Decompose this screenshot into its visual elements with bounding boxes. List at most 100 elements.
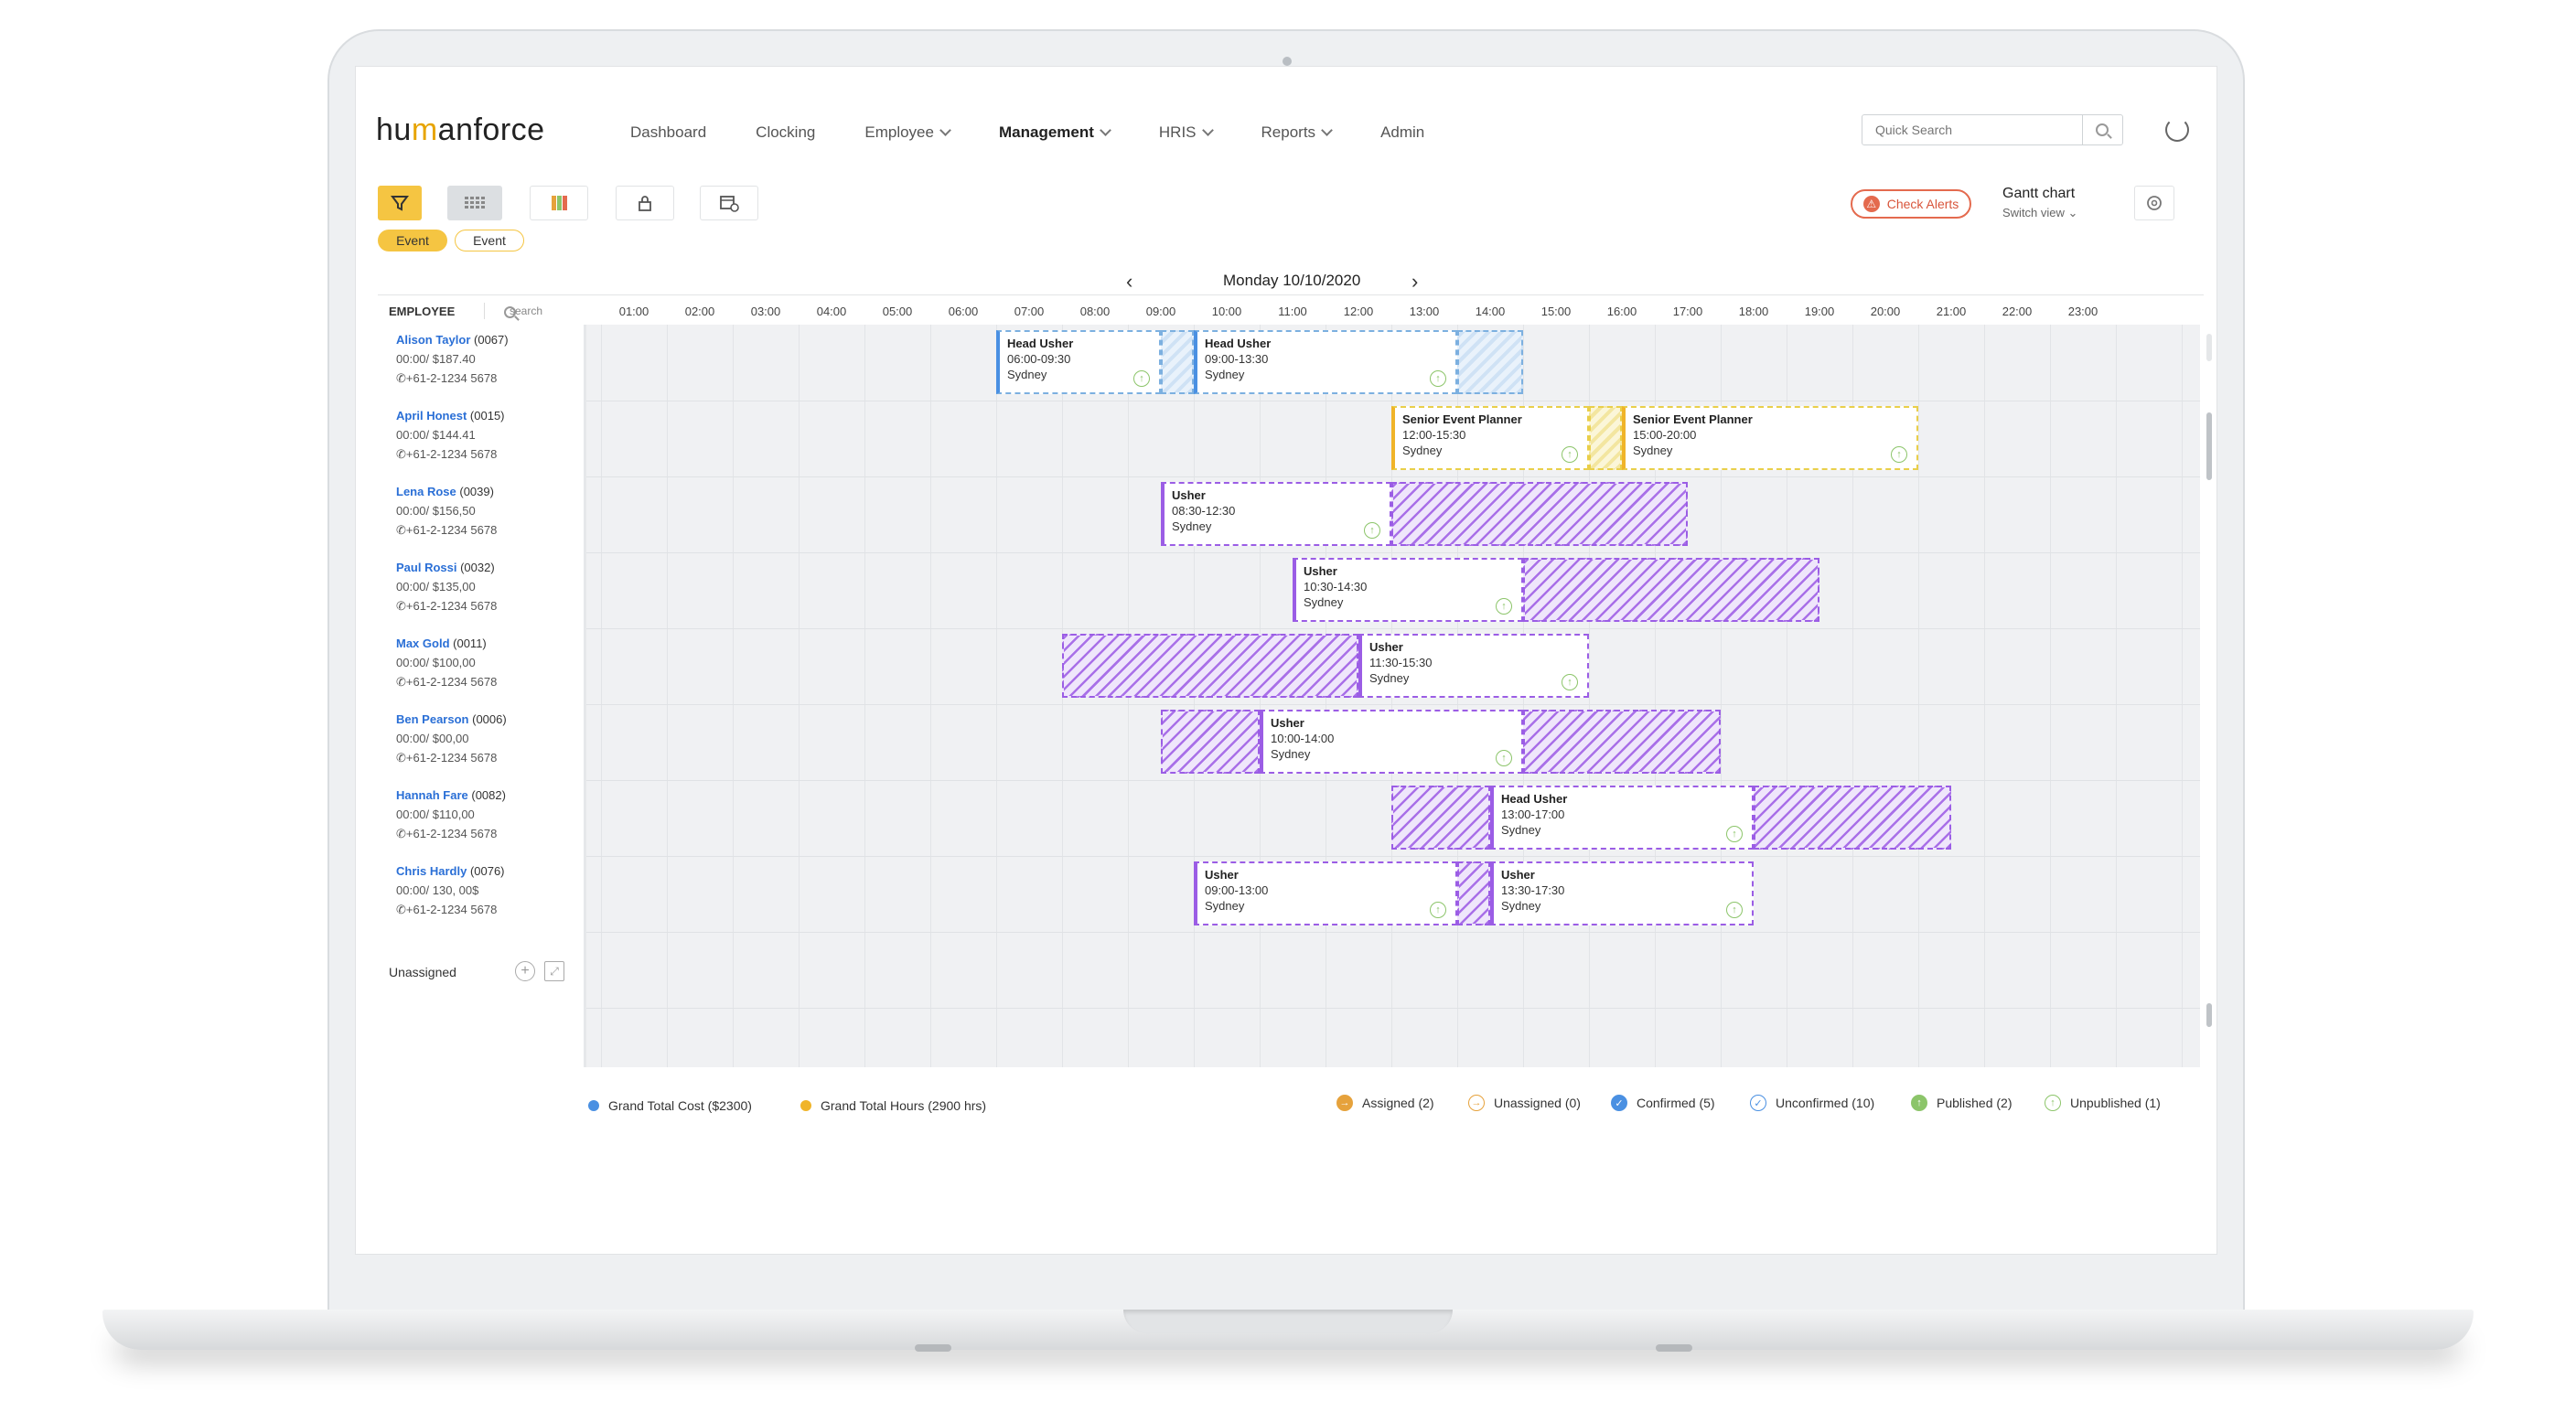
employee-name-link[interactable]: Chris Hardly (0076)	[396, 864, 505, 878]
shift-card[interactable]: Usher 10:30-14:30 Sydney ↑	[1293, 558, 1523, 622]
publish-icon[interactable]: ↑	[1364, 522, 1380, 539]
scrollbar-thumb[interactable]	[2206, 412, 2212, 480]
unconfirmed-time-block[interactable]	[1457, 861, 1490, 925]
shift-card[interactable]: Head Usher 09:00-13:30 Sydney ↑	[1194, 330, 1457, 394]
event-filter-chip[interactable]: Event	[455, 230, 524, 251]
unconfirmed-time-block[interactable]	[1589, 406, 1622, 470]
shift-title: Usher	[1172, 488, 1206, 502]
employee-column-header: EMPLOYEE	[389, 304, 456, 318]
date-navigator	[378, 261, 2204, 295]
lock-button[interactable]	[616, 186, 674, 220]
shift-title: Usher	[1501, 868, 1535, 882]
search-icon[interactable]	[504, 306, 516, 318]
expand-icon[interactable]: ⤢	[544, 961, 564, 981]
nav-clocking[interactable]: Clocking	[756, 123, 816, 141]
employee-name-link[interactable]: April Honest (0015)	[396, 409, 505, 423]
employee-row[interactable]: Ben Pearson (0006) 00:00/ $00,00 ✆+61-2-12…	[396, 710, 570, 767]
hour-label: 07:00	[1014, 305, 1045, 318]
shift-card[interactable]: Head Usher 13:00-17:00 Sydney ↑	[1490, 786, 1754, 850]
shift-card[interactable]: Senior Event Planner 15:00-20:00 Sydney ↑	[1622, 406, 1918, 470]
chevron-down-icon	[1201, 124, 1214, 136]
employee-row[interactable]: Hannah Fare (0082) 00:00/ $110,00 ✆+61-2-1…	[396, 786, 570, 843]
scrollbar-thumb[interactable]	[2206, 1003, 2212, 1027]
unconfirmed-time-block[interactable]	[1161, 710, 1260, 774]
shift-location: Sydney	[1633, 444, 1673, 457]
publish-icon[interactable]: ↑	[1133, 370, 1150, 387]
hour-label: 18:00	[1738, 305, 1769, 318]
settings-button[interactable]	[2134, 186, 2174, 220]
shift-card[interactable]: Usher 08:30-12:30 Sydney ↑	[1161, 482, 1391, 546]
shift-card[interactable]: Usher 13:30-17:30 Sydney ↑	[1490, 861, 1754, 925]
current-date: Monday 10/10/2020	[1223, 272, 1361, 289]
laptop-foot	[915, 1344, 951, 1352]
filter-button[interactable]	[378, 186, 422, 220]
employee-row[interactable]: Lena Rose (0039) 00:00/ $156,50 ✆+61-2-123…	[396, 482, 570, 540]
employee-search-input[interactable]: search	[510, 305, 543, 317]
publish-icon[interactable]: ↑	[1562, 674, 1578, 690]
employee-name-link[interactable]: Alison Taylor (0067)	[396, 333, 509, 347]
publish-icon[interactable]: ↑	[1496, 750, 1512, 766]
legend-grand-total-hours: Grand Total Hours (2900 hrs)	[800, 1098, 986, 1113]
shift-card[interactable]: Usher 10:00-14:00 Sydney ↑	[1260, 710, 1523, 774]
employee-phone: ✆+61-2-1234 5678	[396, 827, 498, 840]
publish-icon[interactable]: ↑	[1562, 446, 1578, 463]
unconfirmed-time-block[interactable]	[1161, 330, 1194, 394]
quick-search-input[interactable]	[1862, 123, 2082, 137]
shift-card[interactable]: Usher 09:00-13:00 Sydney ↑	[1194, 861, 1457, 925]
publish-icon[interactable]: ↑	[1726, 826, 1743, 842]
unconfirmed-time-block[interactable]	[1391, 482, 1688, 546]
employee-name-link[interactable]: Paul Rossi (0032)	[396, 561, 495, 574]
employee-name-link[interactable]: Max Gold (0011)	[396, 636, 487, 650]
employee-name-link[interactable]: Lena Rose (0039)	[396, 485, 494, 498]
grid-view-button[interactable]	[447, 186, 502, 220]
alert-icon: ⚠	[1862, 196, 1880, 212]
nav-management[interactable]: Management	[999, 123, 1111, 142]
publish-icon[interactable]: ↑	[1430, 370, 1446, 387]
search-icon[interactable]	[2096, 123, 2109, 136]
hour-axis: 01:00 02:00 03:00 04:00 05:00 06:00 07:00 08:00…	[586, 297, 2200, 325]
unconfirmed-time-block[interactable]	[1457, 330, 1523, 394]
published-icon: ↑	[1911, 1095, 1927, 1111]
employee-row[interactable]: Chris Hardly (0076) 00:00/ 130, 00$ ✆+61-2…	[396, 861, 570, 919]
unconfirmed-time-block[interactable]	[1523, 558, 1819, 622]
shift-card[interactable]: Head Usher 06:00-09:30 Sydney ↑	[996, 330, 1161, 394]
next-day-button[interactable]: ›	[1411, 270, 1419, 293]
phone-icon: ✆	[396, 447, 406, 461]
employee-name-link[interactable]: Ben Pearson (0006)	[396, 712, 507, 726]
employee-row[interactable]: Alison Taylor (0067) 00:00/ $187.40 ✆+61-2…	[396, 330, 570, 388]
phone-icon: ✆	[396, 751, 406, 765]
employee-name-link[interactable]: Hannah Fare (0082)	[396, 788, 506, 802]
shift-location: Sydney	[1501, 899, 1541, 913]
shift-title: Head Usher	[1501, 792, 1568, 806]
shift-card[interactable]: Senior Event Planner 12:00-15:30 Sydney ↑	[1391, 406, 1589, 470]
nav-admin[interactable]: Admin	[1380, 123, 1425, 141]
nav-employee[interactable]: Employee	[864, 123, 951, 142]
shift-title: Head Usher	[1205, 337, 1272, 350]
publish-icon[interactable]: ↑	[1496, 598, 1512, 615]
switch-view-dropdown[interactable]: Switch view ⌄	[2002, 206, 2078, 219]
nav-dashboard[interactable]: Dashboard	[630, 123, 707, 141]
employee-row[interactable]: April Honest (0015) 00:00/ $144.41 ✆+61-2-…	[396, 406, 570, 464]
refresh-icon[interactable]	[2165, 118, 2189, 142]
unconfirmed-time-block[interactable]	[1391, 786, 1490, 850]
calendar-settings-button[interactable]	[700, 186, 758, 220]
event-filter-chip-active[interactable]: Event	[378, 230, 447, 251]
check-alerts-button[interactable]: ⚠ Check Alerts	[1851, 189, 1971, 219]
shift-time: 09:00-13:30	[1205, 352, 1269, 366]
nav-reports[interactable]: Reports	[1261, 123, 1333, 142]
nav-hris[interactable]: HRIS	[1159, 123, 1214, 142]
color-legend-button[interactable]	[530, 186, 588, 220]
vertical-scrollbar[interactable]	[2204, 325, 2215, 1067]
unconfirmed-time-block[interactable]	[1754, 786, 1951, 850]
app-logo[interactable]: humanforce	[376, 112, 545, 147]
publish-icon[interactable]: ↑	[1726, 902, 1743, 918]
shift-card[interactable]: Usher 11:30-15:30 Sydney ↑	[1358, 634, 1589, 698]
employee-row[interactable]: Paul Rossi (0032) 00:00/ $135,00 ✆+61-2-12…	[396, 558, 570, 615]
unconfirmed-time-block[interactable]	[1523, 710, 1721, 774]
publish-icon[interactable]: ↑	[1430, 902, 1446, 918]
add-icon[interactable]: +	[515, 961, 535, 981]
previous-day-button[interactable]: ‹	[1126, 270, 1133, 293]
unconfirmed-time-block[interactable]	[1062, 634, 1358, 698]
employee-row[interactable]: Max Gold (0011) 00:00/ $100,00 ✆+61-2-1234…	[396, 634, 570, 691]
publish-icon[interactable]: ↑	[1891, 446, 1907, 463]
